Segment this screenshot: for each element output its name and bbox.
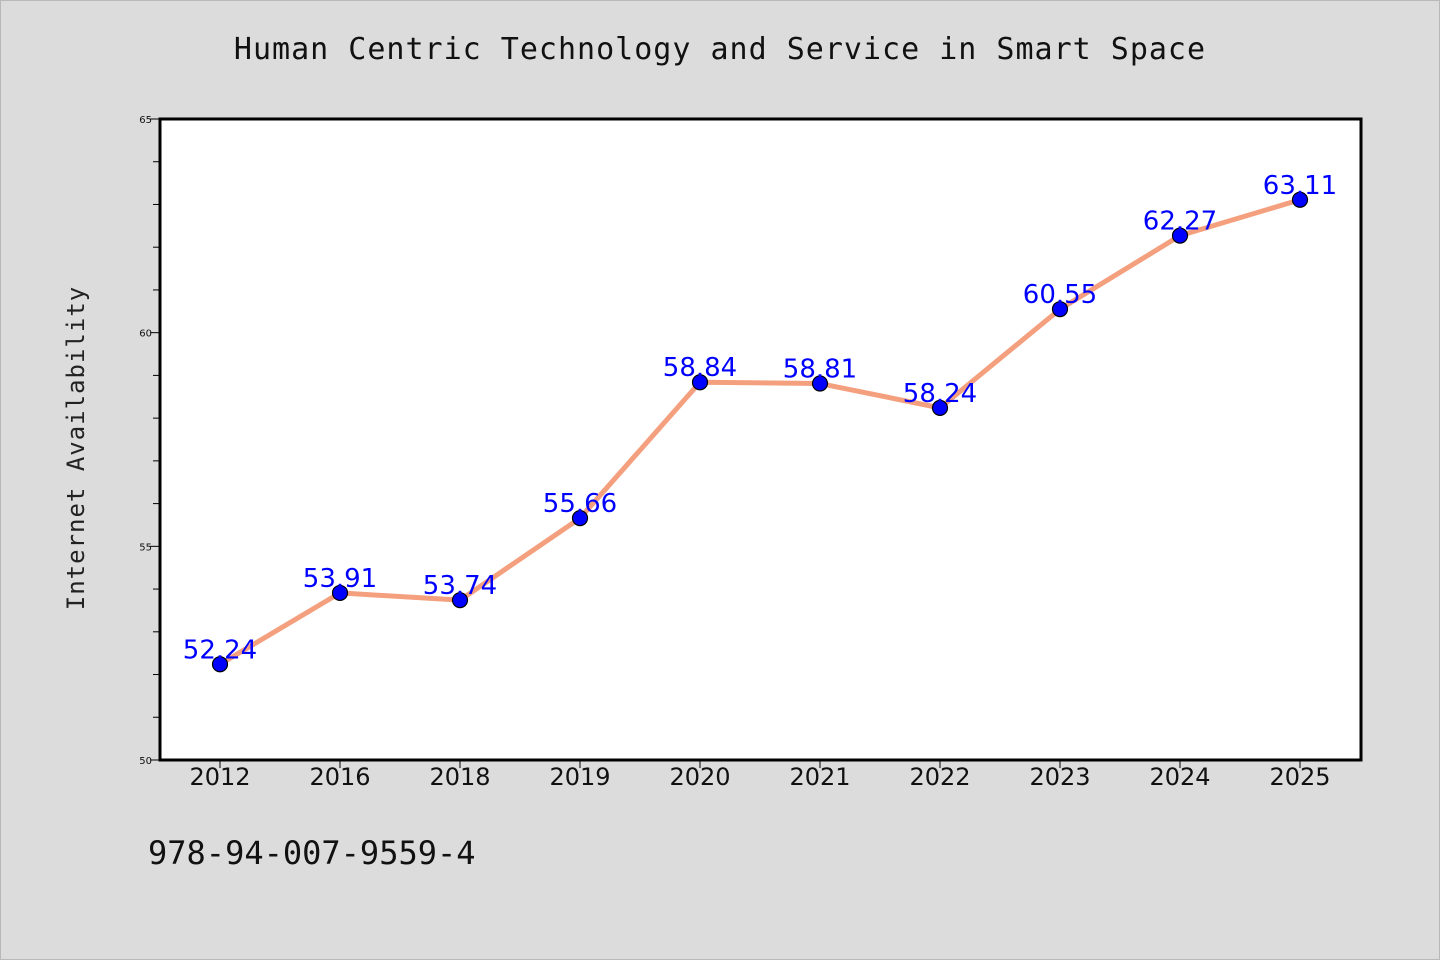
data-point — [1291, 191, 1309, 208]
data-point — [931, 399, 949, 416]
plot-area — [160, 119, 1361, 760]
data-label: 58.24 — [903, 379, 977, 409]
y-tick-label: 55 — [139, 542, 152, 553]
plot-border — [158, 117, 1363, 762]
chart-title: Human Centric Technology and Service in … — [233, 32, 1207, 67]
x-tick-label: 2021 — [789, 763, 850, 791]
y-tick-label: 65 — [139, 115, 152, 126]
data-markers — [211, 191, 1309, 673]
series-line — [217, 197, 1303, 667]
x-tick-label: 2018 — [429, 763, 490, 791]
x-axis: 2012 2016 2018 2019 2020 2021 2022 2023 2024 2025 — [189, 760, 1331, 791]
data-label: 53.74 — [423, 571, 497, 601]
data-label: 62.27 — [1143, 207, 1217, 237]
y-tick-label: 60 — [139, 329, 152, 340]
isbn-footer: 978-94-007-9559-4 — [148, 834, 476, 872]
data-point — [1171, 227, 1189, 244]
data-label: 55.66 — [543, 489, 617, 519]
data-label: 58.84 — [663, 353, 737, 383]
data-point — [571, 510, 589, 527]
data-point — [1051, 301, 1069, 318]
data-labels: 52.24 53.91 53.74 55.66 58.84 58.81 58.24 60.55… — [183, 171, 1337, 666]
x-tick-label: 2025 — [1269, 763, 1330, 791]
data-label: 52.24 — [183, 635, 257, 665]
x-tick-label: 2012 — [189, 763, 250, 791]
data-point — [811, 375, 829, 392]
data-label: 58.81 — [783, 355, 857, 385]
x-tick-label: 2019 — [549, 763, 610, 791]
x-tick-label: 2020 — [669, 763, 730, 791]
y-axis: 50 55 60 65 — [139, 115, 160, 767]
x-tick-label: 2016 — [309, 763, 370, 791]
y-tick-label: 50 — [139, 756, 152, 767]
x-tick-label: 2022 — [909, 763, 970, 791]
data-point — [331, 584, 349, 602]
data-label: 63.11 — [1263, 171, 1337, 201]
x-tick-label: 2023 — [1029, 763, 1090, 791]
data-point — [451, 592, 469, 609]
data-label: 60.55 — [1023, 280, 1097, 310]
data-point — [691, 374, 709, 391]
data-label: 53.91 — [303, 564, 377, 594]
x-tick-label: 2024 — [1149, 763, 1210, 791]
data-point — [211, 656, 229, 673]
